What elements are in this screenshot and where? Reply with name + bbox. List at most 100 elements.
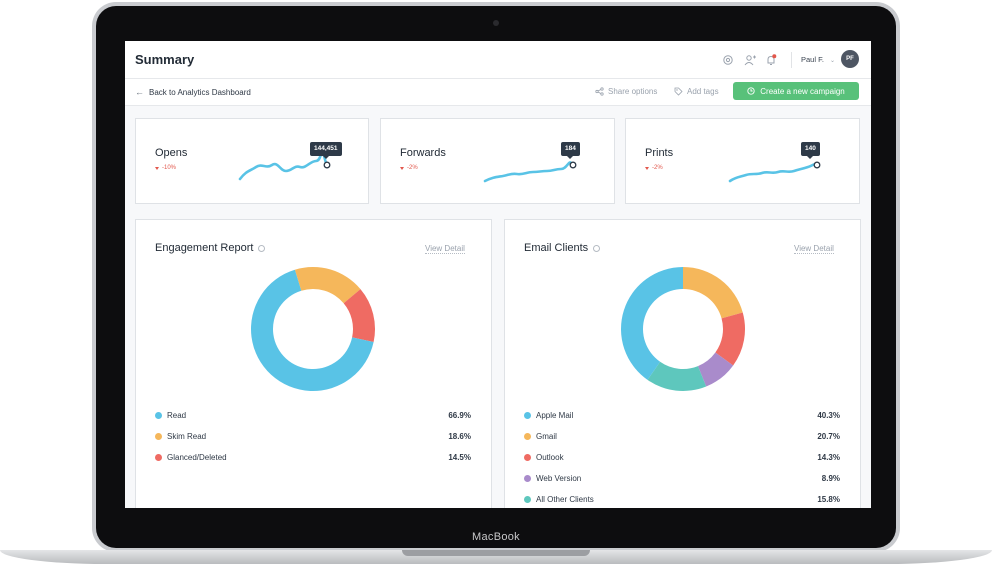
stat-tooltip: 140 (801, 142, 820, 159)
panel-title: Engagement Report (155, 242, 266, 254)
stat-tooltip: 144,451 (310, 142, 342, 159)
stat-tooltip: 184 (561, 142, 580, 159)
legend-item: Gmail 20.7% (524, 426, 840, 447)
info-icon[interactable] (593, 244, 601, 252)
page-title: Summary (135, 52, 195, 67)
legend-value: 14.3% (817, 453, 840, 462)
email-clients-donut-chart (621, 267, 745, 391)
donut-slice-web-version[interactable] (697, 352, 734, 387)
legend-dot (524, 433, 531, 440)
down-arrow-icon (645, 166, 649, 170)
engagement-report-panel: Engagement Report View Detail Read 66.9% … (135, 219, 492, 508)
sparkline-point (813, 161, 821, 169)
panel-title-text: Engagement Report (155, 242, 254, 254)
legend-label: Skim Read (167, 432, 207, 441)
sparkline-line (728, 163, 819, 183)
avatar[interactable]: PF (841, 50, 859, 68)
stat-change-value: -2% (652, 165, 663, 171)
legend-label: Apple Mail (536, 411, 574, 420)
chevron-down-icon: ⌄ (830, 58, 836, 64)
sparkline-chart (728, 161, 821, 183)
legend-value: 40.3% (817, 411, 840, 420)
sub-toolbar: ← Back to Analytics Dashboard Share opti… (125, 79, 871, 106)
add-tags-label: Add tags (687, 87, 719, 96)
legend-label: Gmail (536, 432, 557, 441)
legend-label: Glanced/Deleted (167, 453, 227, 462)
email-clients-panel: Email Clients View Detail Apple Mail 40.3… (504, 219, 861, 508)
back-link[interactable]: ← Back to Analytics Dashboard (135, 87, 251, 97)
camera-dot (493, 20, 499, 26)
legend-label: Read (167, 411, 187, 420)
stat-card-prints[interactable]: Prints -2% 140 (625, 118, 860, 204)
view-detail-link[interactable]: View Detail (794, 244, 834, 254)
stat-change: -10% (155, 165, 176, 171)
add-tags-button[interactable]: Add tags (674, 87, 719, 96)
donut-slice-all-other-clients[interactable] (647, 361, 707, 391)
laptop-notch (402, 550, 590, 556)
sparkline-line (483, 161, 575, 183)
stat-title: Forwards (400, 147, 446, 159)
view-detail-link[interactable]: View Detail (425, 244, 465, 254)
donut-slice-apple-mail[interactable] (621, 267, 683, 380)
legend-value: 66.9% (448, 411, 471, 420)
donut-slice-read[interactable] (250, 269, 374, 391)
laptop-base (0, 550, 992, 564)
share-options-button[interactable]: Share options (595, 87, 657, 96)
stat-change: -2% (645, 165, 663, 171)
stat-title: Opens (155, 147, 188, 159)
legend-dot (524, 496, 531, 503)
legend-item: Read 66.9% (155, 405, 471, 426)
donut-slice-glanced-deleted[interactable] (343, 289, 375, 343)
panel-title: Email Clients (524, 242, 601, 254)
legend-dot (524, 454, 531, 461)
legend-item: Outlook 14.3% (524, 447, 840, 468)
legend-label: All Other Clients (536, 495, 594, 504)
sparkline-chart (483, 161, 577, 183)
back-link-label: Back to Analytics Dashboard (149, 87, 251, 97)
info-icon[interactable] (258, 244, 266, 252)
top-bar: Summary Paul F. ⌄ PF (125, 41, 871, 79)
sparkline-point (569, 161, 577, 169)
settings-icon[interactable] (722, 54, 734, 66)
legend-dot (155, 433, 162, 440)
sparkline-line (238, 151, 329, 181)
user-name: Paul F. (801, 55, 824, 64)
donut-slice-gmail[interactable] (683, 267, 743, 319)
legend-value: 20.7% (817, 432, 840, 441)
share-icon (595, 87, 604, 96)
stat-card-forwards[interactable]: Forwards -2% 184 (380, 118, 615, 204)
create-campaign-button[interactable]: Create a new campaign (733, 82, 859, 100)
donut-slice-skim-read[interactable] (294, 267, 361, 304)
donut-slice-outlook[interactable] (715, 312, 745, 366)
engagement-legend: Read 66.9% Skim Read 18.6% Glanced/Deleted… (155, 405, 471, 468)
stat-title: Prints (645, 147, 674, 159)
email-clients-legend: Apple Mail 40.3% Gmail 20.7% Outlook 14.3% … (524, 405, 840, 508)
app-screen: Summary Paul F. ⌄ PF ← Back to Analytics… (125, 41, 871, 508)
down-arrow-icon (155, 166, 159, 170)
tag-icon (674, 87, 683, 96)
user-menu[interactable]: Paul F. ⌄ (801, 55, 835, 64)
legend-item: Glanced/Deleted 14.5% (155, 447, 471, 468)
stat-change-value: -2% (407, 165, 418, 171)
add-user-icon[interactable] (744, 54, 756, 66)
legend-label: Outlook (536, 453, 564, 462)
legend-item: Skim Read 18.6% (155, 426, 471, 447)
legend-item: Web Version 8.9% (524, 468, 840, 489)
device-brand: MacBook (472, 531, 520, 543)
stat-change-value: -10% (162, 165, 177, 171)
legend-value: 15.8% (817, 495, 840, 504)
legend-dot (155, 454, 162, 461)
notification-bell-icon[interactable] (765, 54, 777, 66)
legend-item: All Other Clients 15.8% (524, 489, 840, 508)
legend-label: Web Version (536, 474, 582, 483)
clock-icon (747, 87, 755, 95)
legend-value: 18.6% (448, 432, 471, 441)
legend-dot (155, 412, 162, 419)
share-options-label: Share options (608, 87, 658, 96)
down-arrow-icon (400, 166, 404, 170)
legend-value: 8.9% (821, 474, 840, 483)
stat-card-opens[interactable]: Opens -10% 144,451 (135, 118, 369, 204)
panel-title-text: Email Clients (524, 242, 589, 254)
legend-value: 14.5% (448, 453, 471, 462)
legend-dot (524, 475, 531, 482)
